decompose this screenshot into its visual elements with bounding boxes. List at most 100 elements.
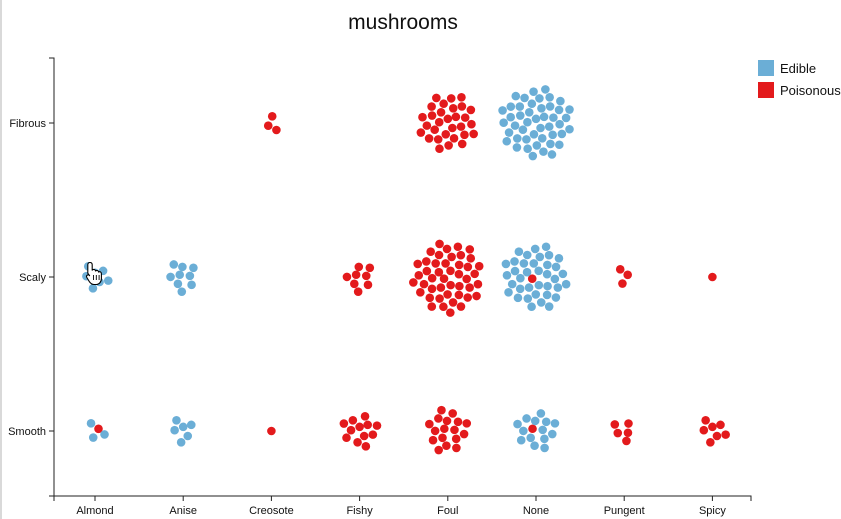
point-fishy-smooth-poisonous	[346, 425, 356, 435]
x-tick-label-anise: Anise	[169, 505, 197, 517]
point-foul-fibrous-poisonous	[441, 129, 451, 139]
point-foul-scaly-poisonous	[419, 279, 429, 289]
point-none-scaly-edible	[516, 273, 525, 283]
point-foul-fibrous-poisonous	[457, 93, 466, 102]
point-foul-scaly-poisonous	[435, 239, 444, 249]
point-anise-scaly-edible	[187, 280, 196, 290]
point-none-fibrous-edible	[549, 113, 558, 122]
x-tick-label-creosote: Creosote	[249, 505, 294, 517]
point-foul-fibrous-poisonous	[448, 123, 457, 133]
point-none-fibrous-edible	[545, 102, 555, 111]
point-none-fibrous-edible	[506, 112, 515, 122]
point-spicy-smooth-poisonous	[708, 422, 717, 432]
point-foul-smooth-poisonous	[428, 435, 438, 445]
point-foul-scaly-poisonous	[454, 269, 464, 279]
legend: Edible Poisonous	[758, 60, 841, 98]
point-none-fibrous-edible	[523, 117, 532, 127]
point-foul-fibrous-poisonous	[444, 141, 453, 150]
point-none-scaly-edible	[530, 244, 540, 254]
point-foul-fibrous-poisonous	[433, 135, 443, 144]
point-none-smooth-poisonous	[528, 424, 537, 434]
x-axis-ticks: Almond Anise Creosote Fishy Foul None Pungent S…	[76, 496, 726, 517]
point-fishy-smooth-poisonous	[342, 433, 351, 443]
point-none-smooth-edible	[530, 416, 540, 426]
point-foul-fibrous-poisonous	[436, 108, 446, 117]
point-none-fibrous-edible	[561, 113, 571, 123]
point-none-smooth-edible	[513, 419, 522, 429]
point-foul-fibrous-poisonous	[460, 113, 470, 122]
point-foul-scaly-poisonous	[422, 257, 431, 266]
point-foul-smooth-poisonous	[437, 405, 446, 415]
point-none-fibrous-edible	[537, 104, 546, 113]
point-none-fibrous-edible	[535, 94, 544, 103]
point-none-scaly-edible	[543, 260, 552, 270]
point-foul-scaly-poisonous	[427, 284, 437, 294]
point-foul-fibrous-poisonous	[439, 99, 448, 109]
point-none-fibrous-edible	[527, 99, 537, 109]
point-creosote-fibrous-poisonous	[272, 125, 281, 135]
point-spicy-smooth-poisonous	[716, 420, 725, 430]
legend-swatch-poisonous	[758, 82, 774, 98]
legend-label-poisonous: Poisonous	[780, 83, 841, 98]
point-foul-scaly-poisonous	[414, 270, 424, 280]
point-none-scaly-edible	[542, 290, 552, 300]
point-fishy-scaly-poisonous	[354, 262, 364, 272]
point-foul-fibrous-poisonous	[446, 94, 456, 103]
y-axis-ticks: Fibrous Scaly Smooth	[8, 118, 54, 438]
point-foul-fibrous-poisonous	[432, 93, 441, 103]
point-foul-fibrous-poisonous	[467, 119, 476, 129]
point-foul-fibrous-poisonous	[456, 122, 466, 131]
point-none-fibrous-edible	[502, 136, 512, 146]
point-none-smooth-edible	[519, 426, 528, 436]
point-foul-fibrous-poisonous	[448, 104, 458, 113]
point-fishy-scaly-poisonous	[363, 280, 373, 290]
point-none-scaly-edible	[513, 293, 523, 303]
point-anise-scaly-edible	[178, 262, 187, 272]
point-foul-scaly-poisonous	[445, 308, 455, 317]
point-anise-scaly-edible	[185, 271, 195, 281]
point-foul-smooth-poisonous	[448, 409, 457, 418]
point-none-scaly-edible	[541, 242, 551, 252]
point-foul-scaly-poisonous	[463, 262, 473, 272]
point-foul-smooth-poisonous	[434, 445, 443, 455]
point-foul-fibrous-poisonous	[466, 105, 476, 115]
point-foul-smooth-poisonous	[442, 441, 451, 450]
point-none-fibrous-edible	[565, 105, 574, 114]
point-none-fibrous-edible	[532, 141, 542, 150]
point-foul-scaly-poisonous	[466, 254, 476, 263]
point-none-fibrous-edible	[515, 102, 525, 111]
point-foul-scaly-poisonous	[453, 242, 463, 252]
point-fishy-smooth-poisonous	[360, 412, 370, 421]
point-none-scaly-edible	[534, 280, 544, 290]
point-none-scaly-edible	[529, 259, 539, 268]
point-spicy-smooth-poisonous	[706, 437, 715, 447]
point-none-scaly-edible	[543, 281, 552, 291]
point-none-scaly-edible	[514, 247, 524, 257]
data-points	[82, 85, 730, 455]
point-foul-fibrous-poisonous	[416, 128, 426, 137]
y-tick-label-smooth: Smooth	[8, 426, 46, 438]
point-foul-fibrous-poisonous	[435, 144, 444, 154]
point-creosote-fibrous-poisonous	[267, 111, 277, 121]
point-none-smooth-edible	[538, 425, 547, 435]
point-foul-scaly-poisonous	[441, 259, 450, 268]
point-none-fibrous-edible	[522, 135, 531, 144]
window-edge	[0, 0, 2, 519]
point-none-fibrous-edible	[539, 147, 548, 156]
point-none-fibrous-edible	[556, 96, 565, 106]
point-foul-scaly-poisonous	[463, 293, 473, 302]
legend-swatch-edible	[758, 60, 774, 76]
point-spicy-scaly-poisonous	[708, 272, 717, 282]
point-foul-scaly-poisonous	[473, 279, 483, 289]
point-foul-smooth-poisonous	[438, 433, 447, 443]
point-almond-smooth-edible	[88, 433, 98, 442]
point-none-scaly-edible	[502, 270, 512, 280]
point-none-scaly-edible	[510, 257, 519, 266]
point-foul-scaly-poisonous	[413, 259, 423, 269]
point-fishy-smooth-poisonous	[372, 421, 382, 430]
point-none-fibrous-edible	[498, 106, 507, 115]
point-none-scaly-edible	[534, 266, 543, 276]
point-fishy-smooth-poisonous	[361, 442, 371, 451]
point-foul-fibrous-poisonous	[469, 129, 478, 139]
point-anise-smooth-edible	[186, 420, 196, 430]
